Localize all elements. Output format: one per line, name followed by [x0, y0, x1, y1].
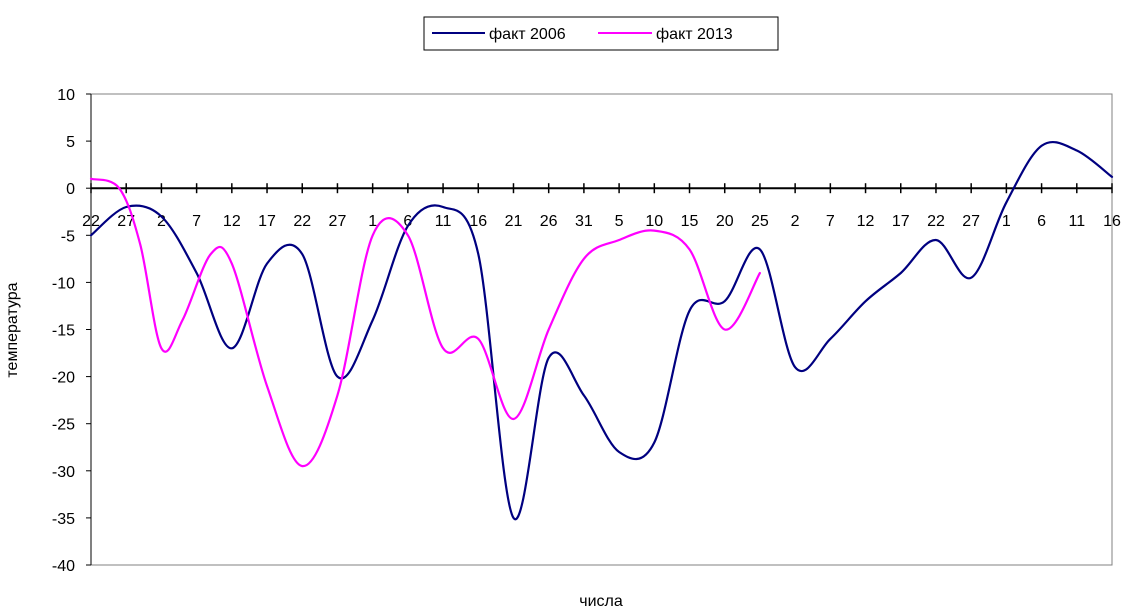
series-layer — [89, 141, 1114, 521]
y-axis: 10 5 0 -5 -10 -15 -20 -25 -30 -35 -40 — [52, 87, 92, 575]
x-tick-label: 6 — [1037, 213, 1046, 230]
x-tick-label: 6 — [403, 213, 412, 230]
x-tick-label: 22 — [927, 213, 945, 230]
x-tick-label: 11 — [1068, 213, 1085, 230]
x-tick-label: 25 — [751, 213, 769, 230]
y-tick-label: -15 — [52, 323, 75, 340]
y-tick-label: -20 — [52, 370, 75, 387]
x-tick-label: 7 — [192, 213, 201, 230]
legend-label-series-1: факт 2006 — [489, 26, 566, 43]
x-tick-label: 26 — [540, 213, 558, 230]
legend-label-series-2: факт 2013 — [656, 26, 733, 43]
x-tick-label: 22 — [82, 213, 100, 230]
y-tick-label: -35 — [52, 511, 75, 528]
x-tick-label: 5 — [615, 213, 624, 230]
x-tick-label: 22 — [293, 213, 311, 230]
x-tick-label: 1 — [1002, 213, 1011, 230]
x-tick-label: 2 — [791, 213, 800, 230]
x-tick-label: 31 — [575, 213, 593, 230]
y-tick-label: -30 — [52, 464, 75, 481]
y-tick-label: -25 — [52, 417, 75, 434]
x-tick-label: 27 — [329, 213, 347, 230]
y-tick-label: 5 — [66, 134, 75, 151]
x-axis-title: числа — [579, 593, 623, 610]
x-tick-label: 17 — [258, 213, 276, 230]
y-axis-title: температура — [4, 282, 21, 377]
x-tick-label: 11 — [435, 213, 452, 230]
plot-area — [90, 93, 1113, 566]
x-tick-label: 27 — [962, 213, 980, 230]
x-tick-label: 7 — [826, 213, 835, 230]
y-tick-label: 0 — [66, 181, 75, 198]
x-tick-label: 10 — [645, 213, 663, 230]
x-tick-label: 17 — [892, 213, 910, 230]
legend: факт 2006 факт 2013 — [423, 16, 779, 51]
x-tick-label: 21 — [505, 213, 523, 230]
x-tick-label: 12 — [857, 213, 875, 230]
series-line-2 — [89, 177, 761, 468]
y-tick-label: -5 — [61, 228, 75, 245]
series-line-1 — [89, 141, 1114, 521]
y-tick-label: -10 — [52, 275, 75, 292]
x-tick-label: 2 — [157, 213, 166, 230]
x-axis: 22 27 2 7 12 17 22 27 1 6 11 16 21 26 31 5 10 15 20 25 2 7 12 1… — [82, 183, 1121, 230]
x-tick-label: 15 — [681, 213, 699, 230]
x-tick-label: 12 — [223, 213, 241, 230]
y-tick-label: 10 — [57, 87, 75, 104]
x-tick-label: 20 — [716, 213, 734, 230]
x-tick-label: 16 — [469, 213, 487, 230]
x-tick-label: 1 — [368, 213, 377, 230]
x-tick-label: 27 — [117, 213, 135, 230]
x-tick-label: 16 — [1103, 213, 1121, 230]
y-tick-label: -40 — [52, 558, 75, 575]
